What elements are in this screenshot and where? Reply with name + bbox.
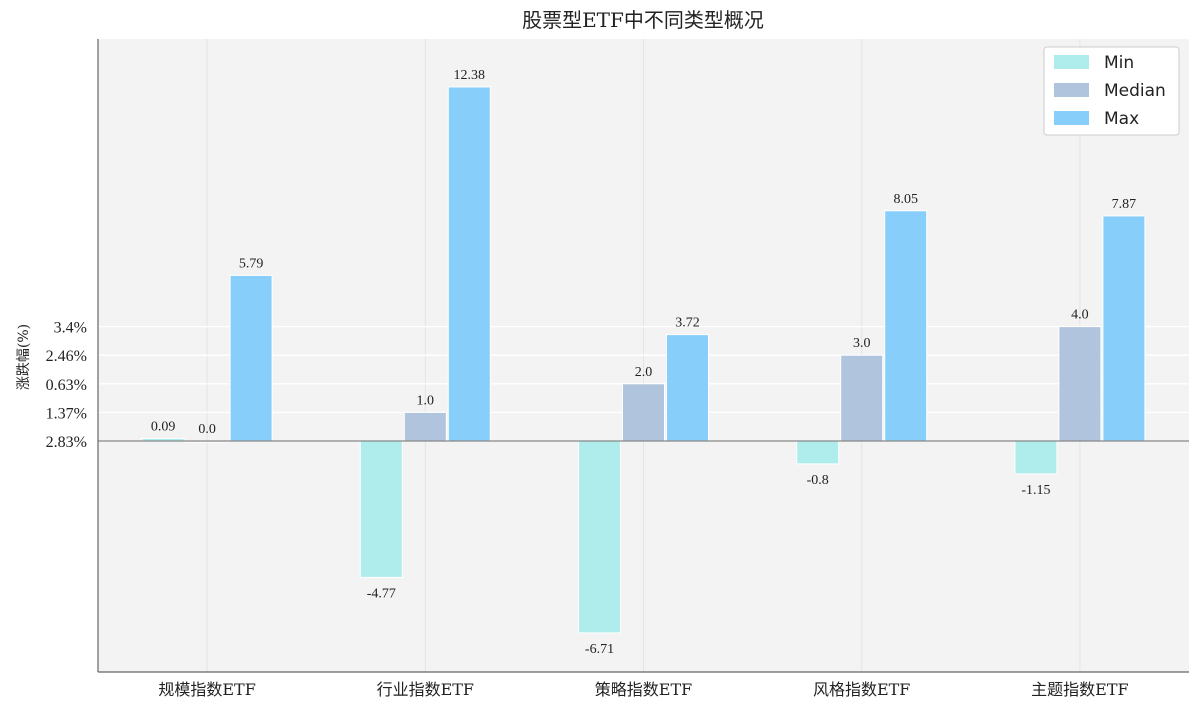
y-tick-label: 0.63% (46, 377, 87, 394)
data-label: 5.79 (239, 256, 264, 271)
legend-label: Max (1104, 109, 1139, 129)
bar-max (447, 86, 491, 442)
data-label: 0.09 (151, 419, 176, 434)
legend-swatch (1054, 55, 1089, 69)
bar-median (1058, 326, 1102, 442)
bar-max (229, 274, 273, 442)
bar-min (578, 440, 621, 634)
data-label: 8.05 (893, 192, 918, 207)
bar-min (1014, 440, 1058, 475)
x-tick-label: 主题指数ETF (1031, 680, 1128, 699)
data-label: 2.0 (635, 365, 653, 380)
bars (141, 86, 1146, 634)
bar-max (1102, 215, 1146, 442)
y-tick-label: 3.4% (54, 320, 87, 337)
data-label: 3.72 (675, 316, 700, 331)
legend-swatch (1054, 83, 1089, 97)
y-tick-label: 2.83% (46, 434, 87, 451)
legend-label: Min (1104, 53, 1134, 73)
data-label: 1.0 (417, 393, 435, 408)
y-ticks: 2.83% 1.37% 0.63% 2.46% 3.4% (46, 320, 87, 451)
x-tick-label: 行业指数ETF (377, 680, 474, 699)
x-ticks: 规模指数ETF 行业指数ETF 策略指数ETF 风格指数ETF 主题指数ETF (158, 680, 1128, 699)
bar-median (403, 411, 447, 442)
data-label: 12.38 (454, 68, 486, 83)
y-tick-label: 1.37% (46, 405, 87, 422)
bar-max (666, 334, 709, 442)
legend-label: Median (1104, 81, 1166, 101)
x-tick-label: 规模指数ETF (158, 680, 255, 699)
legend: Min Median Max (1043, 46, 1180, 136)
bar-min (796, 440, 840, 465)
y-tick-label: 2.46% (46, 348, 87, 365)
x-tick-label: 风格指数ETF (813, 680, 910, 699)
data-label: -1.15 (1021, 483, 1050, 498)
bar-min (359, 440, 403, 578)
legend-swatch (1054, 111, 1089, 125)
bar-median (840, 354, 884, 442)
bar-median (622, 383, 665, 442)
data-label: 7.87 (1112, 197, 1137, 212)
y-axis-label: 涨跌幅(%) (16, 324, 32, 390)
chart-title: 股票型ETF中不同类型概况 (522, 8, 764, 32)
bar-max (884, 210, 928, 442)
data-label: 4.0 (1071, 308, 1089, 323)
data-label: -6.71 (585, 642, 614, 657)
x-tick-label: 策略指数ETF (595, 680, 692, 699)
data-label: -0.8 (807, 473, 829, 488)
data-label: 3.0 (853, 336, 871, 351)
data-labels: 0.09 -4.77 -6.71 -0.8 -1.15 0.0 1.0 2.0 3.0 4.0 5.… (151, 68, 1136, 657)
data-label: 0.0 (198, 422, 216, 437)
data-label: -4.77 (367, 586, 396, 601)
